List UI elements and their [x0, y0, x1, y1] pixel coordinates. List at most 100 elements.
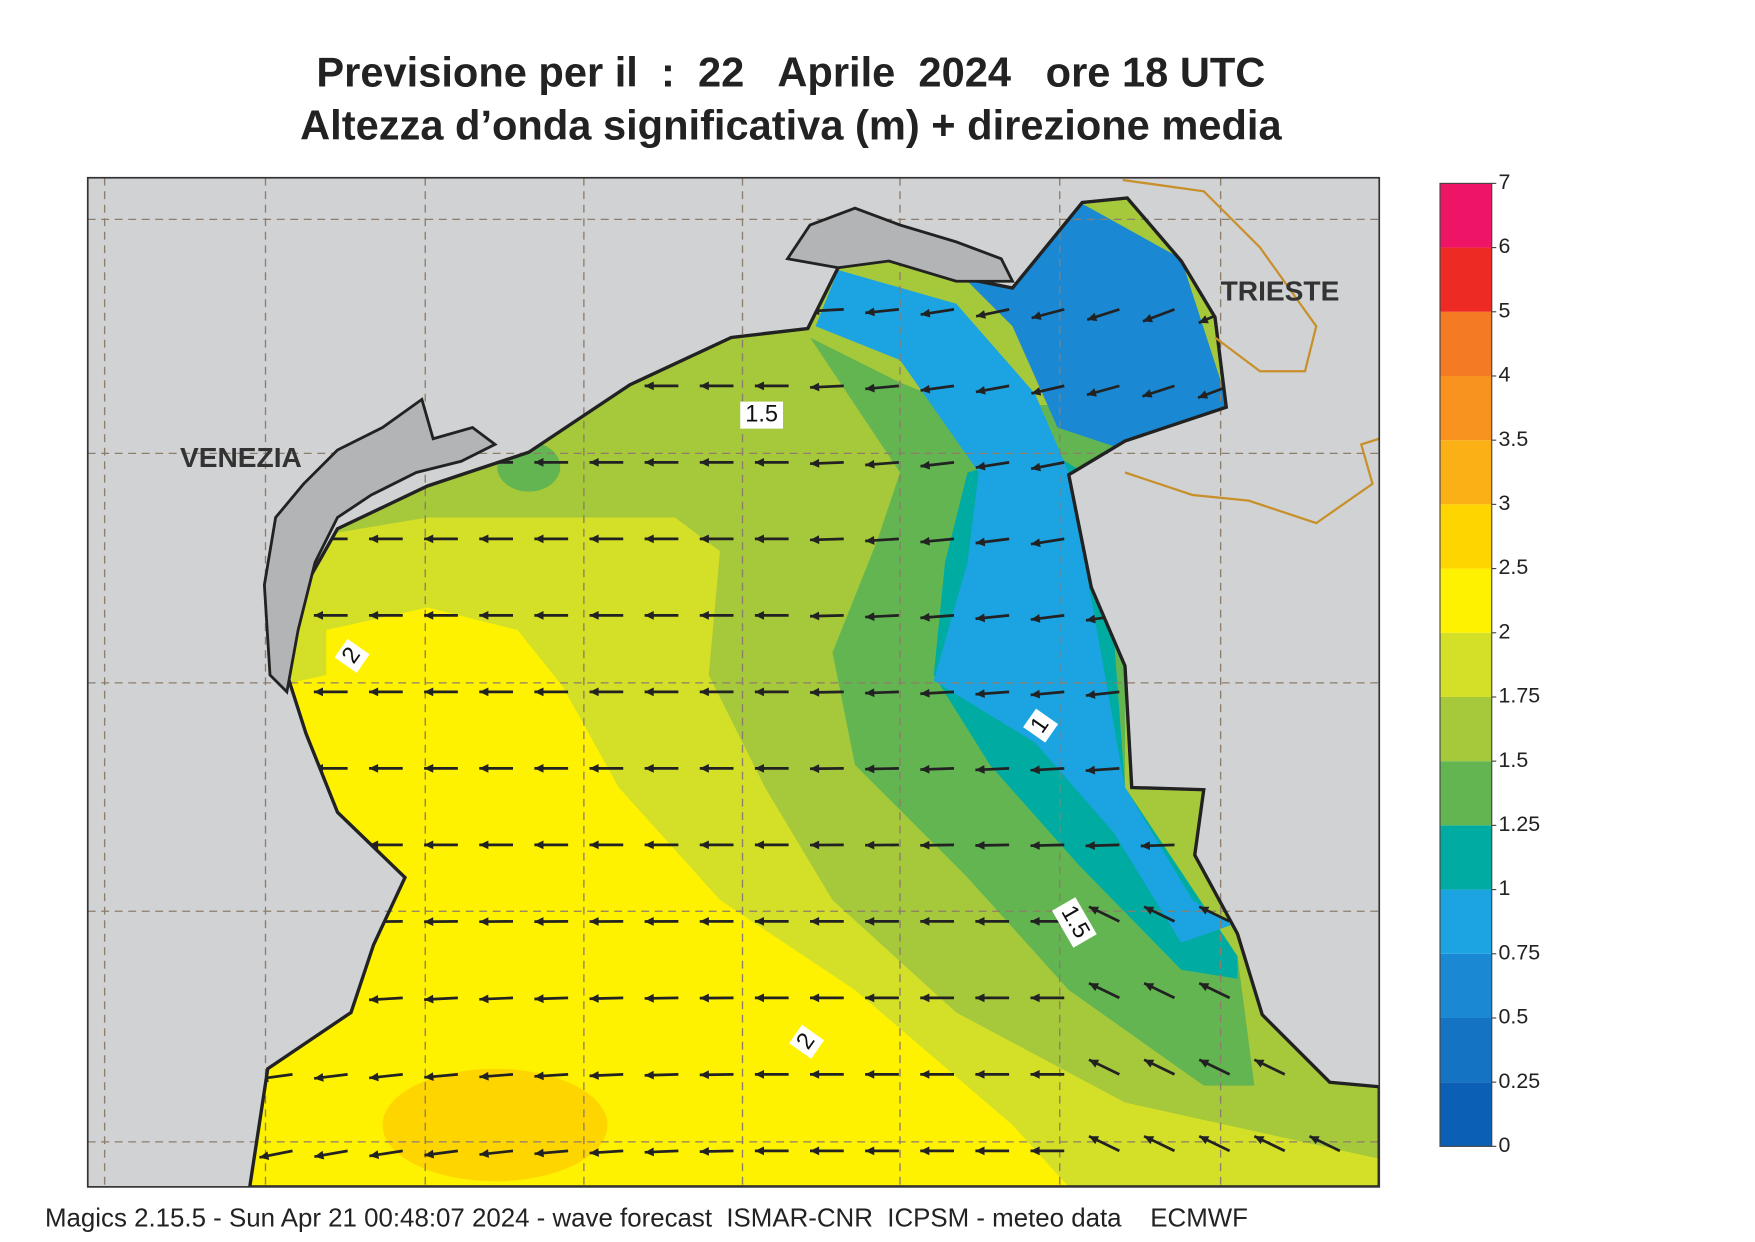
- arrow-head: [920, 1069, 930, 1079]
- arrow-head: [920, 536, 930, 546]
- border: [1124, 437, 1380, 525]
- arrow-head: [1030, 614, 1041, 623]
- arrow-head: [589, 1071, 599, 1080]
- arrow-head: [479, 1149, 489, 1158]
- arrow-head: [920, 688, 930, 698]
- colorbar-band: [1440, 825, 1492, 890]
- footer: Magics 2.15.5 - Sun Apr 21 00:48:07 2024…: [45, 1204, 1248, 1232]
- arrow-head: [754, 687, 764, 697]
- arrow-head: [314, 1072, 324, 1082]
- colorbar-band: [1440, 375, 1492, 441]
- arrow-head: [259, 1151, 270, 1160]
- colorbar-tick-label: 1.5: [1499, 748, 1529, 772]
- arrow-head: [534, 1071, 544, 1081]
- arrow-head: [1031, 387, 1042, 396]
- arrow-head: [754, 1146, 764, 1156]
- colorbar-band: [1440, 183, 1492, 248]
- arrow-head: [699, 993, 709, 1003]
- arrow-head: [1030, 765, 1040, 775]
- arrow-head: [754, 993, 764, 1003]
- arrow-head: [920, 840, 930, 850]
- arrow-head: [644, 917, 654, 926]
- arrow-head: [589, 917, 599, 926]
- arrow-head: [1144, 983, 1155, 992]
- arrow-head: [754, 534, 764, 544]
- arrow-head: [1142, 313, 1154, 323]
- arrow-head: [699, 381, 709, 391]
- arrow-head: [1030, 1146, 1040, 1156]
- colorbar-band: [1440, 247, 1492, 312]
- arrow-head: [479, 917, 489, 927]
- colorbar-frame: [1439, 182, 1493, 1147]
- arrow-head: [1085, 765, 1096, 775]
- arrow-head: [644, 457, 654, 467]
- colorbar-tick-label: 3.5: [1499, 427, 1529, 451]
- arrow-head: [424, 917, 434, 927]
- colorbar-band: [1440, 440, 1492, 505]
- arrow-head: [975, 1069, 985, 1079]
- arrow-head: [644, 381, 654, 391]
- arrow-head: [865, 383, 875, 393]
- arrow-head: [1199, 1136, 1210, 1145]
- contour-label-box: [1051, 897, 1097, 948]
- arrow-head: [1144, 1136, 1155, 1145]
- arrow-head: [589, 994, 599, 1003]
- arrow-head: [699, 763, 709, 773]
- arrow-head: [369, 840, 379, 850]
- arrow-head: [1030, 689, 1041, 699]
- zone: [382, 1068, 608, 1182]
- arrow-head: [644, 1147, 654, 1157]
- arrow-head: [810, 840, 820, 850]
- colorbar-tick-label: 2.5: [1499, 555, 1529, 579]
- arrow-head: [975, 385, 986, 395]
- border: [1122, 178, 1318, 373]
- colorbar-band: [1440, 311, 1492, 376]
- colorbar-tick-label: 6: [1499, 234, 1511, 258]
- arrow-head: [920, 1146, 930, 1156]
- contour-label-box: [740, 401, 783, 429]
- arrow-head: [920, 460, 931, 470]
- arrow-head: [1086, 614, 1096, 624]
- arrow-head: [644, 763, 654, 773]
- colorbar-band: [1440, 1017, 1492, 1083]
- arrow-head: [975, 613, 986, 623]
- contour-label-box: [334, 638, 370, 673]
- arrow-head: [1031, 311, 1042, 320]
- arrow-head: [589, 610, 599, 620]
- arrow-head: [975, 537, 986, 547]
- colorbar-band: [1440, 1082, 1492, 1147]
- arrow-head: [699, 534, 709, 544]
- colorbar-tick-label: 0.5: [1499, 1005, 1529, 1029]
- arrow-head: [369, 1150, 380, 1159]
- arrow-head: [424, 610, 434, 620]
- arrow-head: [1199, 983, 1210, 992]
- arrow-head: [644, 840, 654, 850]
- colorbar-tick-label: 7: [1499, 170, 1511, 194]
- arrow-head: [1031, 462, 1041, 472]
- arrow-head: [865, 536, 875, 545]
- arrow-head: [810, 611, 820, 621]
- arrow-head: [1086, 388, 1097, 397]
- arrow-head: [810, 535, 820, 545]
- arrow-head: [534, 610, 544, 620]
- arrow-head: [479, 610, 489, 620]
- arrow-head: [1140, 841, 1151, 851]
- colorbar-tick-label: 4: [1499, 363, 1511, 387]
- zone: [815, 270, 1232, 943]
- colorbar-band: [1440, 568, 1492, 633]
- arrow-head: [589, 687, 599, 697]
- arrow-head: [479, 534, 489, 544]
- arrow-head: [1085, 841, 1095, 850]
- colorbar-band: [1440, 889, 1492, 954]
- arrow-head: [1198, 315, 1209, 324]
- arrow-head: [589, 1148, 599, 1157]
- arrow-head: [1030, 538, 1041, 548]
- colorbar-tick-label: 1.25: [1499, 812, 1541, 836]
- arrow-head: [479, 840, 489, 850]
- colorbar-band: [1440, 953, 1492, 1018]
- arrow-head: [865, 612, 875, 622]
- arrow-head: [1030, 841, 1040, 850]
- arrow-head: [534, 763, 544, 773]
- arrow-head: [975, 840, 985, 850]
